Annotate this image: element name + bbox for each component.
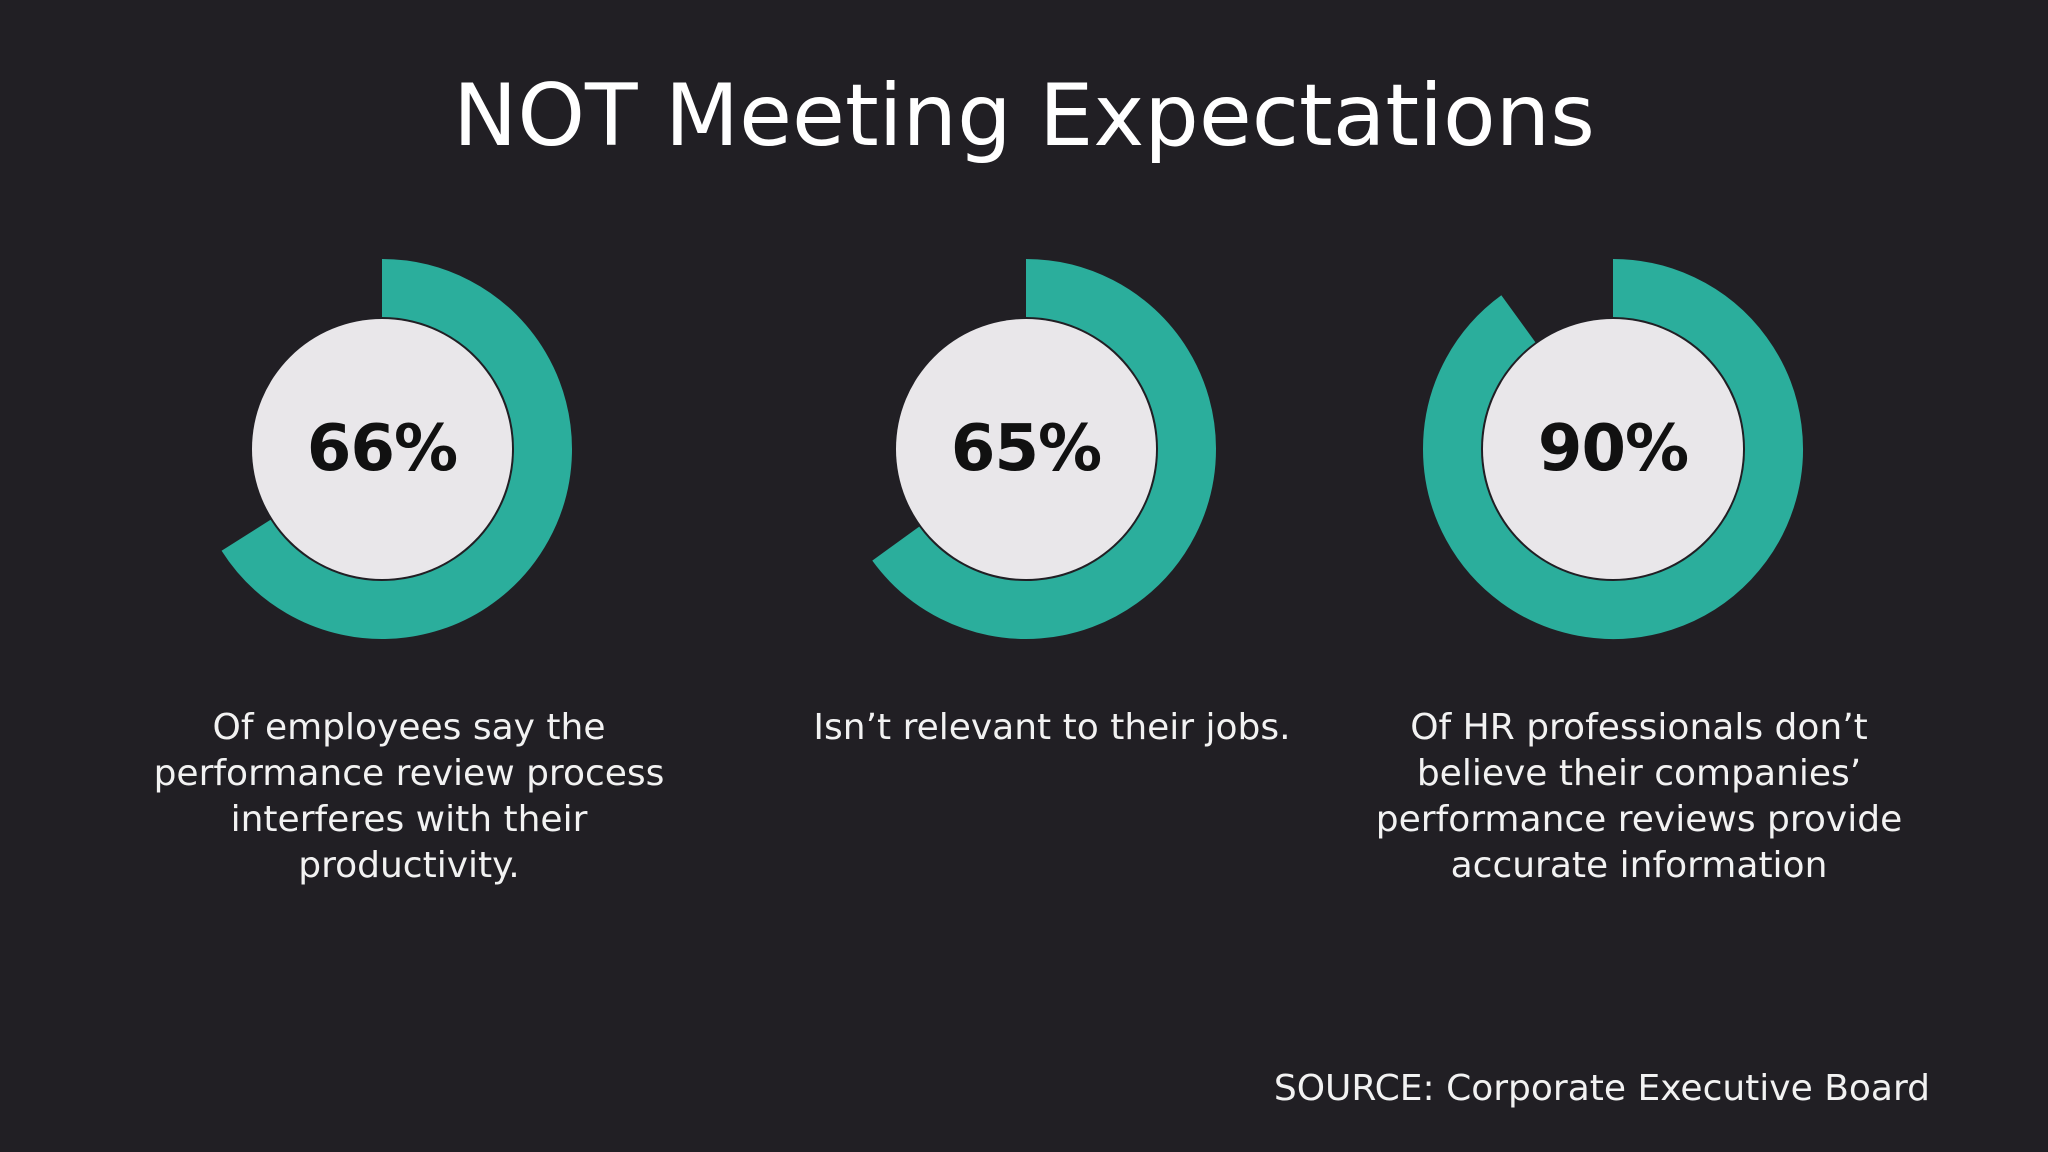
description-employees-productivity: Of employees say the performance review … xyxy=(153,707,665,886)
progress-arc xyxy=(1423,259,1803,639)
source-note: SOURCE: Corporate Executive Board xyxy=(1273,1068,1930,1109)
chart-title: NOT Meeting Expectations xyxy=(453,66,1595,166)
percentage-label: 90% xyxy=(1537,412,1689,486)
description-not-relevant: Isn’t relevant to their jobs. xyxy=(813,707,1291,748)
gauge-ring xyxy=(872,259,1216,639)
gauge-ring xyxy=(221,259,572,639)
center-disc xyxy=(1483,319,1743,579)
progress-arc xyxy=(221,259,572,639)
gauge-not-relevant: 65% xyxy=(826,249,1226,649)
progress-arc xyxy=(872,259,1216,639)
center-disc xyxy=(252,319,512,579)
percentage-label: 66% xyxy=(306,412,458,486)
description-hr-accuracy: Of HR professionals don’t believe their … xyxy=(1375,707,1903,886)
gauge-employees-productivity: 66% xyxy=(182,249,582,649)
gauge-hr-accuracy: 90% xyxy=(1413,249,1813,649)
gauge-ring xyxy=(1423,259,1803,639)
percentage-label: 65% xyxy=(950,412,1102,486)
center-disc xyxy=(896,319,1156,579)
